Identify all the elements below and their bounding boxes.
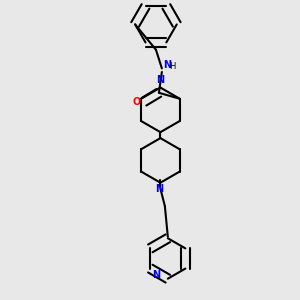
Text: N: N [155, 184, 163, 194]
Text: O: O [132, 97, 140, 107]
Text: H: H [169, 62, 176, 71]
Text: N: N [164, 61, 172, 70]
Text: N: N [156, 75, 164, 85]
Text: N: N [152, 270, 160, 280]
